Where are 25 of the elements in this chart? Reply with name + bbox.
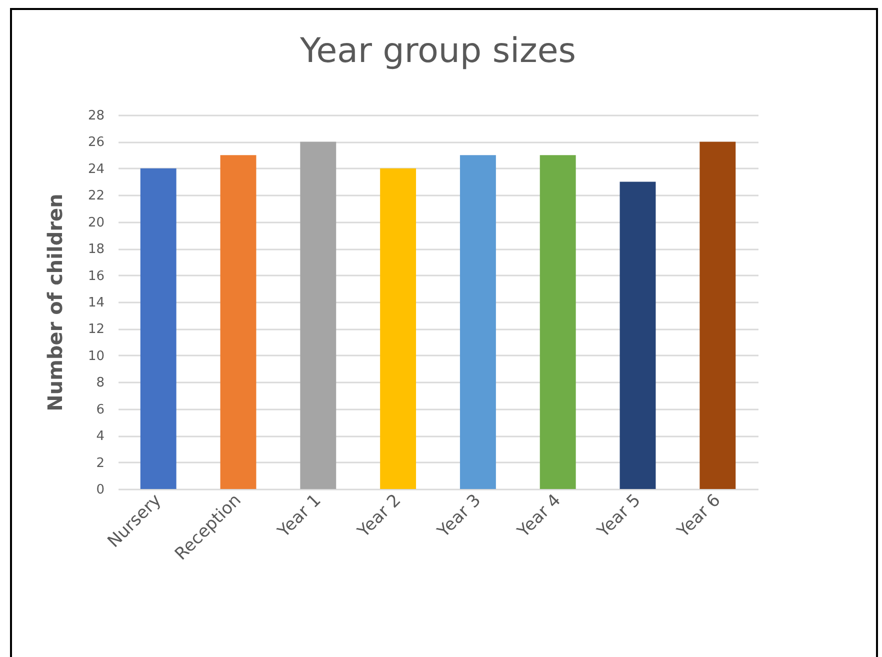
y-tick-label: 2 bbox=[96, 456, 104, 471]
bar bbox=[300, 142, 336, 489]
bar bbox=[540, 155, 576, 489]
y-tick-label: 26 bbox=[88, 135, 104, 150]
bar bbox=[700, 142, 736, 489]
y-tick-label: 28 bbox=[88, 108, 104, 124]
y-tick-label: 22 bbox=[88, 188, 104, 204]
y-tick-label: 4 bbox=[96, 429, 104, 444]
bar bbox=[460, 155, 496, 489]
y-tick-label: 0 bbox=[96, 482, 104, 498]
bar bbox=[620, 182, 656, 489]
bar bbox=[140, 168, 176, 489]
y-tick-label: 16 bbox=[88, 268, 104, 284]
chart-title: Year group sizes bbox=[299, 31, 576, 71]
bar bbox=[380, 168, 416, 489]
y-tick-label: 12 bbox=[88, 322, 104, 338]
y-tick-label: 14 bbox=[88, 296, 104, 310]
y-tick-label: 24 bbox=[88, 162, 104, 177]
y-axis-title: Number of children bbox=[42, 194, 67, 412]
y-tick-label: 8 bbox=[96, 376, 104, 391]
y-tick-label: 6 bbox=[96, 402, 104, 418]
y-tick-label: 10 bbox=[88, 348, 104, 364]
y-tick-label: 18 bbox=[88, 242, 104, 258]
bar bbox=[220, 155, 256, 489]
y-tick-label: 20 bbox=[88, 215, 104, 230]
